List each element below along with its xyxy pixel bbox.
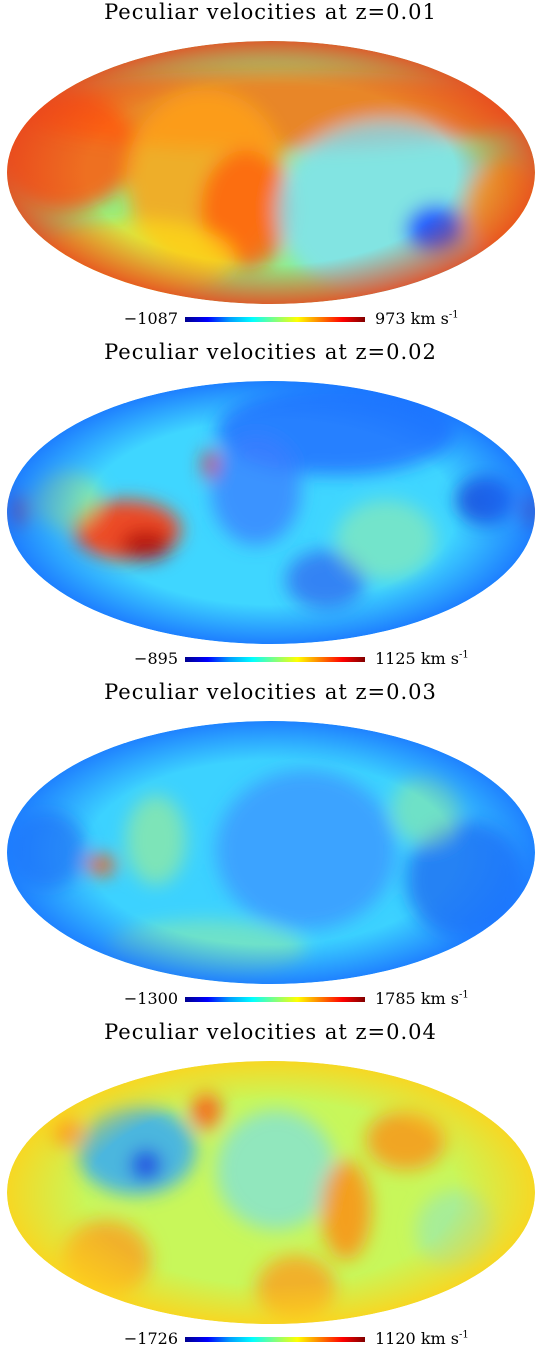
velocity-field	[7, 721, 535, 984]
sky-map	[7, 1061, 535, 1324]
colorbar: −1087 973 km s-1	[0, 307, 541, 331]
colorbar-min-label: −1726	[123, 1329, 178, 1348]
sky-map	[7, 381, 535, 644]
map-edge-shading	[7, 381, 535, 644]
velocity-field	[7, 1061, 535, 1324]
colorbar-gradient	[185, 997, 365, 1002]
panel-z001: Peculiar velocities at z=0.01 −1087 973 …	[0, 0, 541, 340]
velocity-field	[7, 381, 535, 644]
map-edge-shading	[7, 41, 535, 304]
colorbar: −895 1125 km s-1	[0, 647, 541, 671]
panel-title: Peculiar velocities at z=0.02	[104, 340, 437, 364]
sky-map	[7, 721, 535, 984]
colorbar-max-label: 973 km s-1	[375, 309, 459, 328]
velocity-field	[7, 41, 535, 304]
panel-title: Peculiar velocities at z=0.03	[104, 680, 437, 704]
panel-z002: Peculiar velocities at z=0.02 −895 1125 …	[0, 340, 541, 680]
colorbar: −1300 1785 km s-1	[0, 987, 541, 1011]
colorbar-max-label: 1125 km s-1	[375, 649, 469, 668]
panel-title: Peculiar velocities at z=0.01	[104, 0, 437, 24]
colorbar-gradient	[185, 657, 365, 662]
colorbar-min-label: −1087	[123, 309, 178, 328]
sky-map	[7, 41, 535, 304]
colorbar-min-label: −1300	[123, 989, 178, 1008]
colorbar-max-label: 1120 km s-1	[375, 1329, 469, 1348]
colorbar-max-label: 1785 km s-1	[375, 989, 469, 1008]
panel-z003: Peculiar velocities at z=0.03 −1300 1785…	[0, 680, 541, 1020]
map-edge-shading	[7, 721, 535, 984]
colorbar-gradient	[185, 1337, 365, 1342]
map-edge-shading	[7, 1061, 535, 1324]
colorbar: −1726 1120 km s-1	[0, 1327, 541, 1351]
colorbar-min-label: −895	[134, 649, 178, 668]
colorbar-gradient	[185, 317, 365, 322]
panel-z004: Peculiar velocities at z=0.04 −1726 1120…	[0, 1020, 541, 1360]
panel-title: Peculiar velocities at z=0.04	[104, 1020, 437, 1044]
